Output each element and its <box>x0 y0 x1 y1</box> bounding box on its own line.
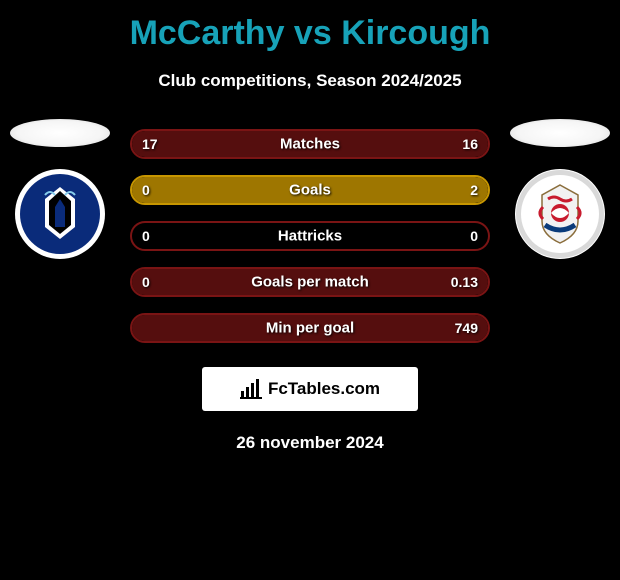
shield-icon <box>15 169 105 259</box>
page-title: McCarthy vs Kircough <box>0 0 620 53</box>
left-club-logo <box>15 169 105 259</box>
stat-label: Matches <box>280 136 340 153</box>
stat-row: 0 Goals 2 <box>130 175 490 205</box>
stat-value-left: 0 <box>142 182 150 198</box>
stat-label: Goals <box>289 182 331 199</box>
stat-label: Goals per match <box>251 274 369 291</box>
stats-list: 17 Matches 16 0 Goals 2 0 Hattricks 0 0 Goals per … <box>130 129 490 343</box>
stat-label: Min per goal <box>266 320 354 337</box>
stat-row: 17 Matches 16 <box>130 129 490 159</box>
right-team-column <box>510 119 610 259</box>
stat-value-right: 0 <box>470 228 478 244</box>
subtitle: Club competitions, Season 2024/2025 <box>0 71 620 91</box>
stat-label: Hattricks <box>278 228 342 245</box>
stat-value-left: 0 <box>142 228 150 244</box>
crest-icon <box>515 169 605 259</box>
left-player-ellipse <box>10 119 110 147</box>
stat-row: 0 Hattricks 0 <box>130 221 490 251</box>
stat-value-left: 0 <box>142 274 150 290</box>
comparison-area: 17 Matches 16 0 Goals 2 0 Hattricks 0 0 Goals per … <box>0 129 620 453</box>
right-club-logo <box>515 169 605 259</box>
stat-value-left: 17 <box>142 136 158 152</box>
brand-box: FcTables.com <box>202 367 418 411</box>
stat-row: Min per goal 749 <box>130 313 490 343</box>
stat-value-right: 2 <box>470 182 478 198</box>
bar-chart-icon <box>240 379 262 399</box>
stat-row: 0 Goals per match 0.13 <box>130 267 490 297</box>
brand-text: FcTables.com <box>268 379 380 399</box>
right-player-ellipse <box>510 119 610 147</box>
date-text: 26 november 2024 <box>0 433 620 453</box>
stat-value-right: 749 <box>455 320 478 336</box>
left-team-column <box>10 119 110 259</box>
stat-value-right: 0.13 <box>451 274 478 290</box>
stat-value-right: 16 <box>462 136 478 152</box>
